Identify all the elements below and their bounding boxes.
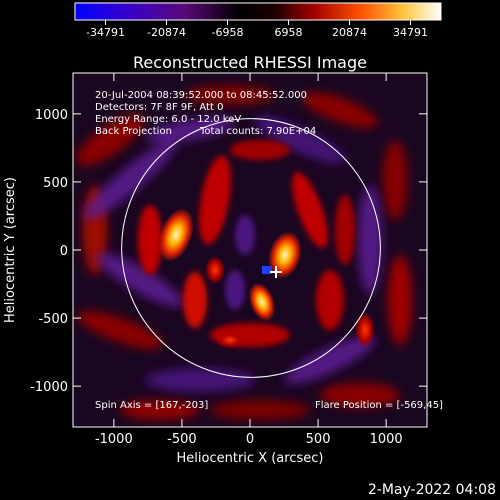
colorbar-tick-label: 20874 — [332, 26, 367, 39]
x-axis-label: Heliocentric X (arcsec) — [177, 451, 324, 466]
annotation-block: 20-Jul-2004 08:39:52.000 to 08:45:52.000… — [95, 90, 316, 137]
colorbar-gradient — [74, 2, 442, 21]
solar-limb-circle — [121, 118, 381, 378]
colorbar-tick-label: -34791 — [86, 26, 125, 39]
colorbar: -34791 -20874 -6958 6958 20874 34791 — [74, 2, 442, 39]
x-tick-label: 500 — [306, 432, 331, 447]
y-axis-ticks: 1000 500 0 -500 -1000 — [30, 108, 427, 395]
annotation-total-counts: Total counts: 7.90E+04 — [199, 126, 316, 137]
x-tick-label: 0 — [246, 432, 254, 447]
colorbar-tick-label: -20874 — [147, 26, 186, 39]
annotation-detectors: Detectors: 7F 8F 9F, Att 0 — [95, 102, 223, 113]
timestamp-label: 2-May-2022 04:08 — [368, 482, 496, 498]
y-tick-label: 500 — [43, 176, 68, 191]
flare-position-label: Flare Position = [-569,45] — [315, 400, 443, 411]
y-axis-label: Heliocentric Y (arcsec) — [3, 177, 18, 323]
colorbar-ticks: -34791 -20874 -6958 6958 20874 34791 — [86, 20, 428, 39]
y-tick-label: 1000 — [35, 108, 68, 123]
annotation-time-range: 20-Jul-2004 08:39:52.000 to 08:45:52.000 — [95, 90, 307, 101]
colorbar-tick-label: 34791 — [393, 26, 428, 39]
x-tick-label: -1000 — [95, 432, 133, 447]
annotation-method: Back Projection — [95, 126, 172, 137]
colorbar-tick-label: 6958 — [275, 26, 303, 39]
reconstructed-image — [73, 73, 427, 427]
y-tick-label: 0 — [60, 244, 68, 259]
x-tick-label: -500 — [167, 432, 197, 447]
x-axis-ticks: -1000 -500 0 500 1000 — [95, 73, 403, 447]
plot-title: Reconstructed RHESSI Image — [133, 53, 367, 72]
annotation-energy-range: Energy Range: 6.0 - 12.0 keV — [95, 114, 241, 125]
colorbar-tick-label: -6958 — [212, 26, 244, 39]
spin-axis-label: Spin Axis = [167,-203] — [95, 400, 208, 411]
x-tick-label: 1000 — [370, 432, 403, 447]
y-tick-label: -1000 — [30, 380, 68, 395]
spin-axis-marker — [270, 266, 282, 278]
y-tick-label: -500 — [38, 312, 68, 327]
